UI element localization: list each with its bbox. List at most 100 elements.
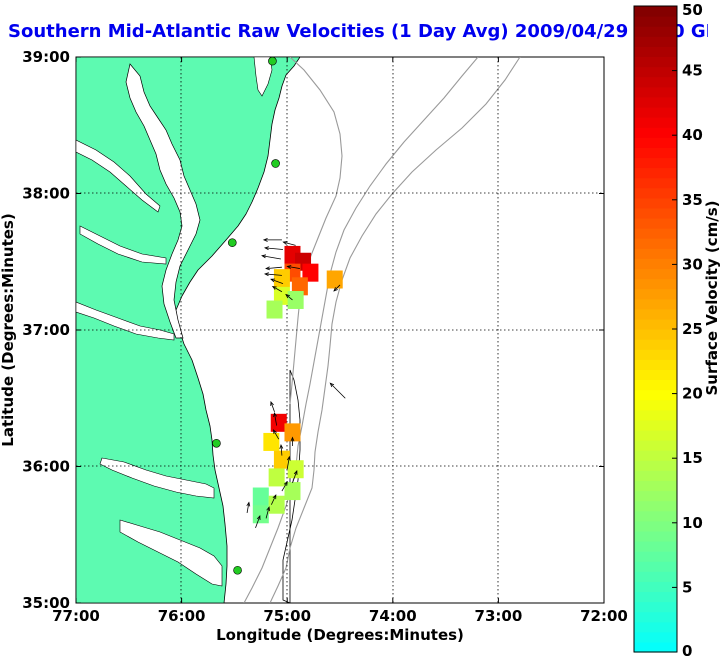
colorbar-segment xyxy=(634,228,677,239)
colorbar-segment xyxy=(634,147,677,159)
colorbar-segment xyxy=(634,591,677,603)
x-tick-label: 75:00 xyxy=(263,607,311,625)
x-tick-label: 73:00 xyxy=(475,607,523,625)
chesapeake-bay xyxy=(125,63,201,339)
velocity-cell xyxy=(291,277,308,296)
velocity-cell xyxy=(252,487,269,506)
colorbar-label: Surface Velocity (cm/s) xyxy=(703,200,721,395)
colorbar-segment xyxy=(634,26,677,37)
colorbar-segment xyxy=(634,369,677,381)
velocity-vector xyxy=(265,506,271,519)
velocity-cell xyxy=(287,460,304,479)
colorbar-segment xyxy=(634,268,677,280)
x-tick-label: 77:00 xyxy=(52,607,100,625)
albemarle-sound xyxy=(99,457,215,499)
colorbar-segment xyxy=(634,177,677,189)
colorbar-segment xyxy=(634,540,677,552)
colorbar-segment xyxy=(634,288,677,300)
velocity-cell xyxy=(284,423,301,442)
velocity-cell xyxy=(263,432,280,451)
colorbar-segment xyxy=(634,561,677,572)
colorbar-segment xyxy=(634,308,677,320)
colorbar-segment xyxy=(634,187,677,199)
velocity-cell xyxy=(270,413,287,432)
isobath-outer xyxy=(269,57,521,603)
velocity-vector xyxy=(279,443,284,456)
y-tick-label: 38:00 xyxy=(22,185,70,203)
colorbar-segment xyxy=(634,389,677,401)
colorbar-segment xyxy=(634,631,677,643)
colorbar-tick-label: 0 xyxy=(682,642,692,659)
velocity-vector xyxy=(270,400,275,413)
velocity-cell xyxy=(326,270,343,289)
colorbar-tick-label: 40 xyxy=(682,126,703,144)
colorbar-segment xyxy=(634,480,677,492)
velocity-vector xyxy=(282,241,296,246)
colorbar-segment xyxy=(634,641,677,653)
x-tick-label: 74:00 xyxy=(369,607,417,625)
colorbar-segment xyxy=(634,197,677,209)
velocity-cell xyxy=(273,269,290,288)
colorbar-segment xyxy=(634,601,677,613)
velocity-vector xyxy=(333,284,341,292)
colorbar-tick-label: 50 xyxy=(682,1,703,19)
potomac-river xyxy=(76,139,161,213)
colorbar-segment xyxy=(634,349,677,360)
colorbar-segment xyxy=(634,106,677,118)
colorbar-tick-label: 25 xyxy=(682,320,703,338)
pamlico-sound xyxy=(119,519,223,587)
velocity-vector xyxy=(292,469,298,484)
colorbar-segment xyxy=(634,318,677,330)
colorbar-segment xyxy=(634,86,677,98)
colorbar-tick-label: 5 xyxy=(682,578,692,596)
colorbar-segment xyxy=(634,76,677,88)
colorbar-segment xyxy=(634,571,677,582)
velocity-cell xyxy=(284,482,301,501)
colorbar-segment xyxy=(634,429,677,441)
colorbar-segment xyxy=(634,16,677,27)
colorbar-segment xyxy=(634,500,677,512)
radar-station-marker xyxy=(227,238,237,247)
isobath-shelf xyxy=(289,57,343,405)
colorbar-segment xyxy=(634,399,677,411)
colorbar-segment xyxy=(634,6,677,17)
colorbar-segment xyxy=(634,581,677,593)
colorbar-segment xyxy=(634,36,677,47)
velocity-vector xyxy=(262,237,282,242)
colorbar-segment xyxy=(634,490,677,502)
y-axis-label: Latitude (Degrees:Minutes) xyxy=(0,213,17,446)
velocity-cell xyxy=(268,468,285,487)
colorbar-segment xyxy=(634,440,677,451)
velocity-cell xyxy=(287,290,304,309)
colorbar-segment xyxy=(634,258,677,270)
velocity-vector xyxy=(273,412,278,426)
colorbar-segment xyxy=(634,329,677,340)
velocity-vector xyxy=(286,265,300,269)
velocity-vector xyxy=(246,501,251,513)
colorbar-segment xyxy=(634,409,677,421)
x-tick-label: 76:00 xyxy=(158,607,206,625)
velocity-vector xyxy=(285,293,293,301)
radar-station-marker xyxy=(271,159,280,168)
colorbar-segment xyxy=(634,238,677,249)
velocity-vector xyxy=(261,254,281,260)
colorbar-segment xyxy=(634,167,677,179)
velocity-vector xyxy=(270,278,284,284)
colorbar-segment xyxy=(634,621,677,633)
colorbar-segment xyxy=(634,450,677,461)
colorbar-segment xyxy=(634,66,677,78)
velocity-vector xyxy=(270,494,277,505)
velocity-vector xyxy=(329,382,346,399)
colorbar-segment xyxy=(634,137,677,148)
colorbar-segment xyxy=(634,248,677,259)
chart-title: Southern Mid-Atlantic Raw Velocities (1 … xyxy=(8,21,708,42)
velocity-vector xyxy=(281,481,288,492)
colorbar-tick-label: 15 xyxy=(682,449,703,467)
colorbar-segment xyxy=(634,46,677,58)
colorbar-segment xyxy=(634,217,677,229)
y-tick-label: 37:00 xyxy=(22,321,70,339)
colorbar-segment xyxy=(634,419,677,431)
colorbar-segment xyxy=(634,359,677,370)
colorbar-tick-label: 35 xyxy=(682,191,703,209)
isobath-inner xyxy=(243,57,479,603)
